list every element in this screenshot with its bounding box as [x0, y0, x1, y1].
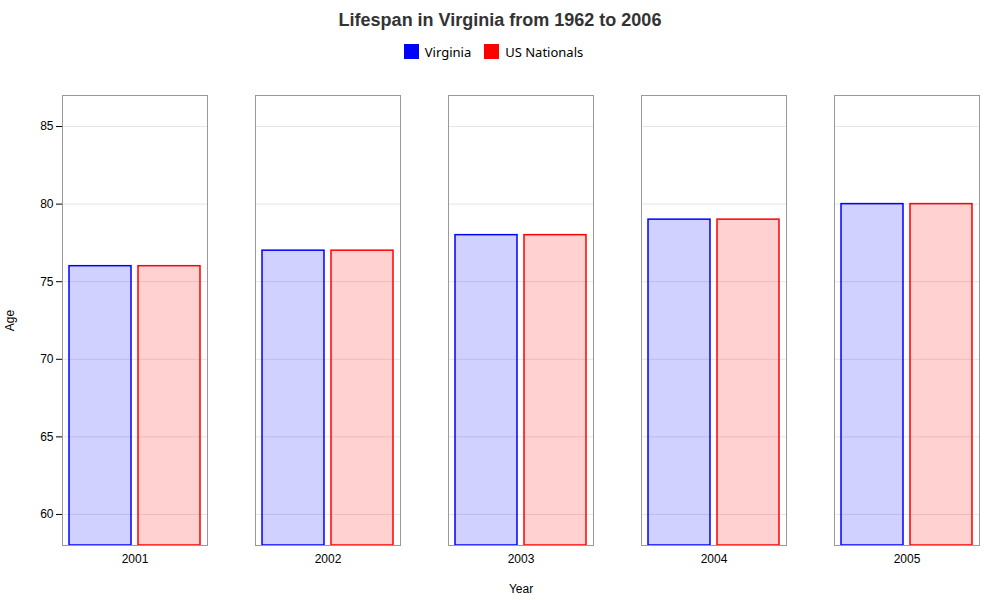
svg-text:85: 85 [40, 119, 54, 133]
svg-text:80: 80 [40, 196, 54, 210]
svg-text:70: 70 [40, 352, 54, 366]
svg-text:65: 65 [40, 429, 54, 443]
html-text:Virginia: Virginia [424, 42, 472, 61]
svg-text:Age: Age [3, 309, 17, 331]
svg-text:2001: 2001 [122, 552, 149, 566]
svg-text:Year: Year [509, 581, 533, 595]
html-text:Lifespan in Virginia from 1962: Lifespan in Virginia from 1962 to 2006 [338, 10, 662, 30]
html-text:US Nationals: US Nationals [505, 42, 584, 61]
svg-text:60: 60 [40, 507, 54, 521]
svg-text:2004: 2004 [701, 552, 728, 566]
svg-text:75: 75 [40, 274, 54, 288]
svg-text:2005: 2005 [894, 552, 921, 566]
svg-text:2002: 2002 [315, 552, 342, 566]
svg-text:2003: 2003 [508, 552, 535, 566]
